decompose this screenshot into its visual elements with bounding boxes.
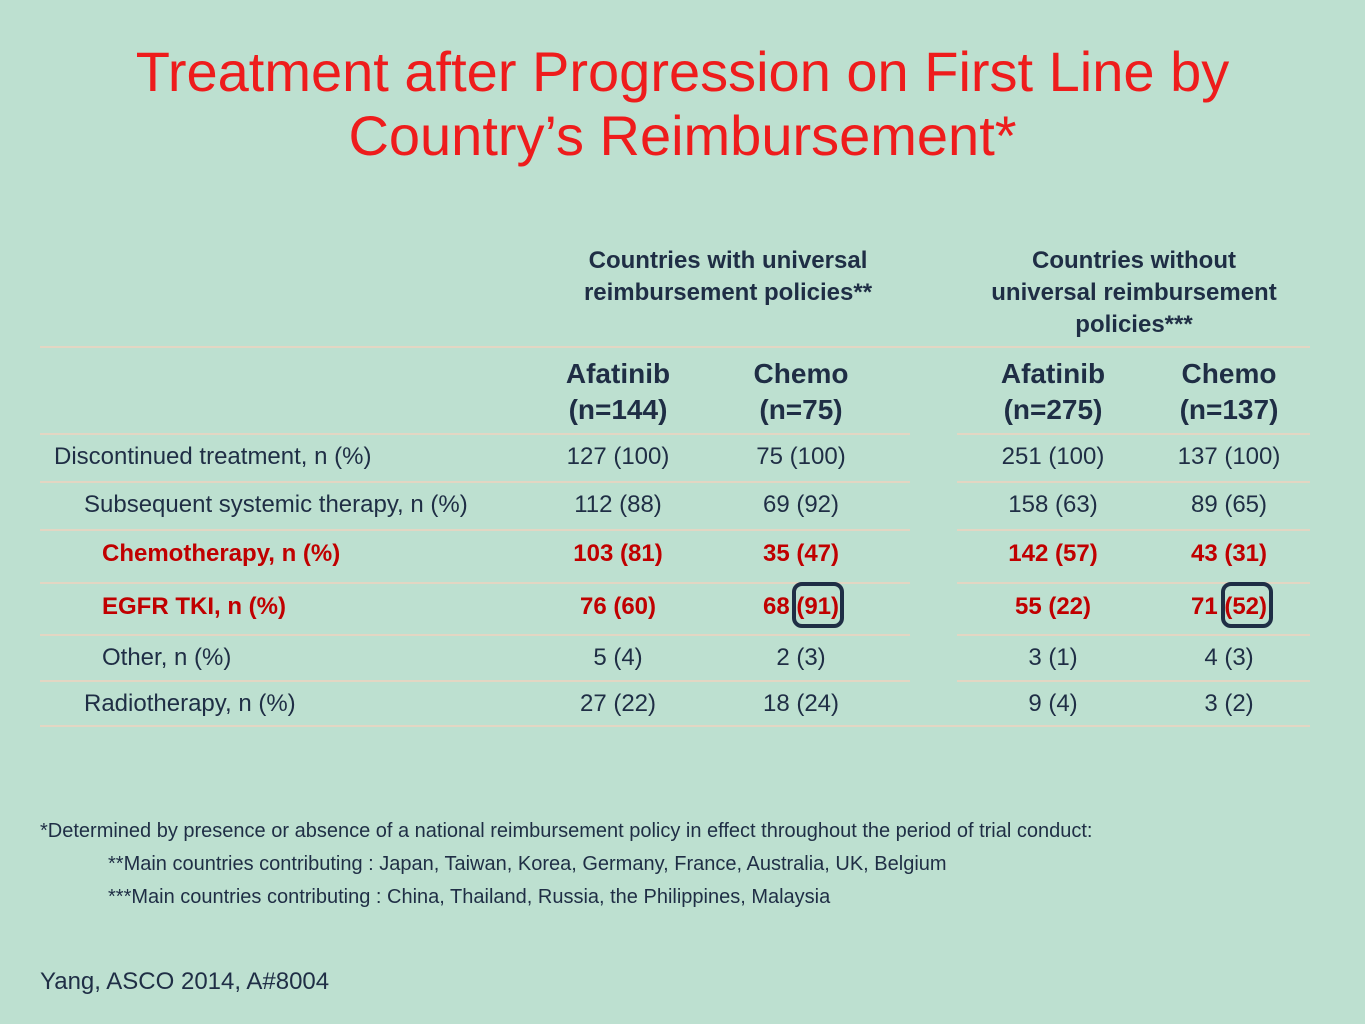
row-label: Subsequent systemic therapy, n (%) [84, 491, 468, 518]
footnote-main: *Determined by presence or absence of a … [40, 820, 1093, 842]
cell-chemo-non-universal: 71 (52) [1190, 593, 1268, 620]
row-rule [957, 634, 1310, 636]
row-rule [40, 481, 910, 483]
column-header-name: Chemo [1181, 358, 1277, 389]
group-header-universal-line-1: Countries with universal [588, 247, 868, 274]
cell-afatinib-non-universal: 9 (4) [1028, 690, 1078, 717]
group-header-universal: Countries with universal reimbursement p… [528, 245, 928, 309]
row-label: Other, n (%) [102, 644, 232, 671]
highlight-circle-chemo-universal [792, 582, 844, 628]
group-header-universal-line-2: reimbursement policies** [583, 279, 873, 306]
footnote-non-universal: ***Main countries contributing : China, … [108, 886, 831, 908]
column-header-chemo-non-universal: Chemo (n=137) [1139, 356, 1319, 428]
row-rule [957, 582, 1310, 584]
row-rule [957, 433, 1310, 435]
slide-title: Treatment after Progression on First Lin… [0, 40, 1365, 168]
row-label: EGFR TKI, n (%) [102, 593, 286, 620]
table-row-discontinued: Discontinued treatment, n (%) 127 (100) … [0, 434, 1365, 480]
cell-chemo-universal: 68 (91) [762, 593, 840, 620]
row-label: Radiotherapy, n (%) [84, 690, 296, 717]
slide-title-line-1: Treatment after Progression on First Lin… [135, 40, 1230, 103]
column-header-n: (n=75) [759, 394, 843, 425]
row-rule [40, 433, 910, 435]
row-rule [957, 529, 1310, 531]
cell-afatinib-universal: 112 (88) [574, 491, 662, 518]
cell-afatinib-universal: 103 (81) [573, 540, 663, 567]
footnote-universal: **Main countries contributing : Japan, T… [108, 853, 947, 875]
column-header-n: (n=144) [568, 394, 668, 425]
cell-afatinib-universal: 76 (60) [579, 593, 657, 620]
row-rule [40, 680, 910, 682]
row-rule [40, 582, 910, 584]
table-row-other: Other, n (%) 5 (4) 2 (3) 3 (1) 4 (3) [0, 635, 1365, 681]
cell-afatinib-non-universal: 142 (57) [1008, 540, 1098, 567]
column-header-afatinib-universal: Afatinib (n=144) [528, 356, 708, 428]
group-header-non-universal-line-2: universal reimbursement [991, 279, 1277, 306]
cell-afatinib-universal: 5 (4) [593, 644, 643, 671]
slide-title-line-2: Country’s Reimbursement* [348, 104, 1017, 167]
column-header-n: (n=137) [1179, 394, 1279, 425]
row-rule [40, 634, 910, 636]
highlight-circle-chemo-non-universal [1221, 582, 1273, 628]
row-rule [40, 529, 910, 531]
cell-afatinib-non-universal: 55 (22) [1014, 593, 1092, 620]
cell-chemo-non-universal: 89 (65) [1190, 491, 1268, 518]
table-top-rule [40, 346, 1310, 348]
table-row-chemotherapy: Chemotherapy, n (%) 103 (81) 35 (47) 142… [0, 531, 1365, 577]
table-row-egfr-tki: EGFR TKI, n (%) 76 (60) 68 (91) 55 (22) … [0, 584, 1365, 630]
cell-chemo-universal: 35 (47) [762, 540, 840, 567]
column-header-name: Afatinib [565, 358, 671, 389]
table-bottom-rule [40, 725, 1310, 727]
cell-afatinib-non-universal: 3 (1) [1028, 644, 1078, 671]
row-rule [957, 680, 1310, 682]
cell-chemo-universal: 18 (24) [762, 690, 840, 717]
cell-afatinib-non-universal: 251 (100) [1001, 443, 1105, 470]
cell-afatinib-non-universal: 158 (63) [1008, 491, 1098, 518]
cell-afatinib-universal: 27 (22) [579, 690, 657, 717]
column-header-name: Chemo [753, 358, 849, 389]
citation: Yang, ASCO 2014, A#8004 [40, 968, 330, 995]
table-row-subsequent-systemic: Subsequent systemic therapy, n (%) 112 (… [0, 482, 1365, 528]
column-header-n: (n=275) [1003, 394, 1103, 425]
column-header-afatinib-non-universal: Afatinib (n=275) [963, 356, 1143, 428]
cell-afatinib-universal: 127 (100) [566, 443, 670, 470]
cell-chemo-universal: 75 (100) [756, 443, 846, 470]
row-rule [957, 481, 1310, 483]
cell-chemo-non-universal: 137 (100) [1177, 443, 1281, 470]
cell-chemo-non-universal: 43 (31) [1190, 540, 1268, 567]
cell-chemo-universal: 69 (92) [762, 491, 840, 518]
column-header-chemo-universal: Chemo (n=75) [711, 356, 891, 428]
cell-chemo-non-universal: 3 (2) [1204, 690, 1254, 717]
table-row-radiotherapy: Radiotherapy, n (%) 27 (22) 18 (24) 9 (4… [0, 681, 1365, 727]
group-header-non-universal-line-1: Countries without [1032, 247, 1236, 274]
group-header-non-universal: Countries without universal reimbursemen… [944, 245, 1324, 341]
row-label: Chemotherapy, n (%) [102, 540, 341, 567]
cell-chemo-non-universal: 4 (3) [1204, 644, 1254, 671]
row-label: Discontinued treatment, n (%) [54, 443, 372, 470]
cell-chemo-universal: 2 (3) [776, 644, 826, 671]
column-header-name: Afatinib [1000, 358, 1106, 389]
group-header-non-universal-line-3: policies*** [1075, 311, 1193, 338]
